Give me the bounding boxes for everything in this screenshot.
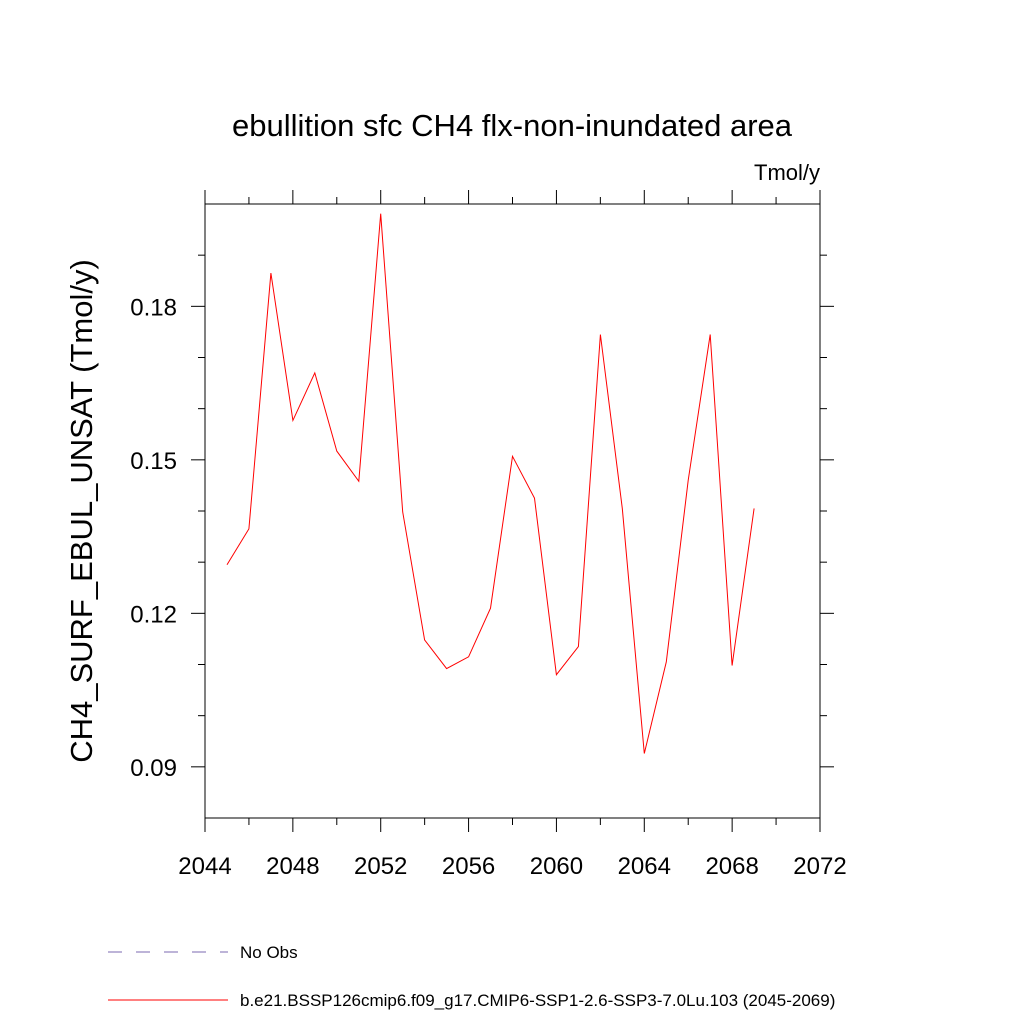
data-point	[489, 606, 493, 610]
data-point	[730, 664, 734, 668]
chart-title: ebullition sfc CH4 flx-non-inundated are…	[232, 108, 793, 143]
data-point	[598, 332, 602, 336]
data-point	[313, 371, 317, 375]
legend: No Obs b.e21.BSSP126cmip6.f09_g17.CMIP6-S…	[108, 943, 835, 1010]
plot-frame	[204, 203, 821, 819]
x-tick-label: 2068	[705, 853, 758, 880]
data-point	[401, 510, 405, 514]
data-point	[664, 660, 668, 664]
x-tick-label: 2052	[354, 853, 407, 880]
data-point	[532, 496, 536, 500]
y-tick-label: 0.12	[130, 601, 177, 628]
data-point	[247, 527, 251, 531]
x-tick-label: 2048	[266, 853, 319, 880]
data-point	[467, 655, 471, 659]
data-point	[576, 645, 580, 649]
data-point	[445, 667, 449, 671]
data-point	[423, 638, 427, 642]
y-axis-label: CH4_SURF_EBUL_UNSAT (Tmol/y)	[64, 259, 99, 763]
legend-label: b.e21.BSSP126cmip6.f09_g17.CMIP6-SSP1-2.…	[240, 991, 835, 1010]
data-point	[291, 418, 295, 422]
data-point	[554, 673, 558, 677]
data-point	[379, 212, 383, 216]
x-tick-label: 2044	[178, 853, 231, 880]
data-point	[752, 506, 756, 510]
series-line	[226, 213, 755, 754]
y-tick-label: 0.09	[130, 755, 177, 782]
data-point	[686, 478, 690, 482]
x-tick-label: 2072	[793, 853, 846, 880]
data-point	[620, 506, 624, 510]
y-tick-label: 0.15	[130, 448, 177, 475]
data-point	[511, 454, 515, 458]
y-tick-label: 0.18	[130, 294, 177, 321]
axes: 2044 2048 2052 2056 2060 2064 2068 2072 0.09 0.12…	[130, 190, 847, 880]
data-point	[335, 449, 339, 453]
x-tick-label: 2060	[530, 853, 583, 880]
units-label: Tmol/y	[754, 160, 820, 185]
data-point	[642, 752, 646, 756]
data-point	[269, 271, 273, 275]
data-point	[357, 479, 361, 483]
data-point	[708, 332, 712, 336]
legend-label: No Obs	[240, 943, 298, 962]
x-tick-label: 2064	[618, 853, 671, 880]
x-tick-label: 2056	[442, 853, 495, 880]
data-point	[225, 563, 229, 567]
series-layer	[225, 212, 756, 756]
